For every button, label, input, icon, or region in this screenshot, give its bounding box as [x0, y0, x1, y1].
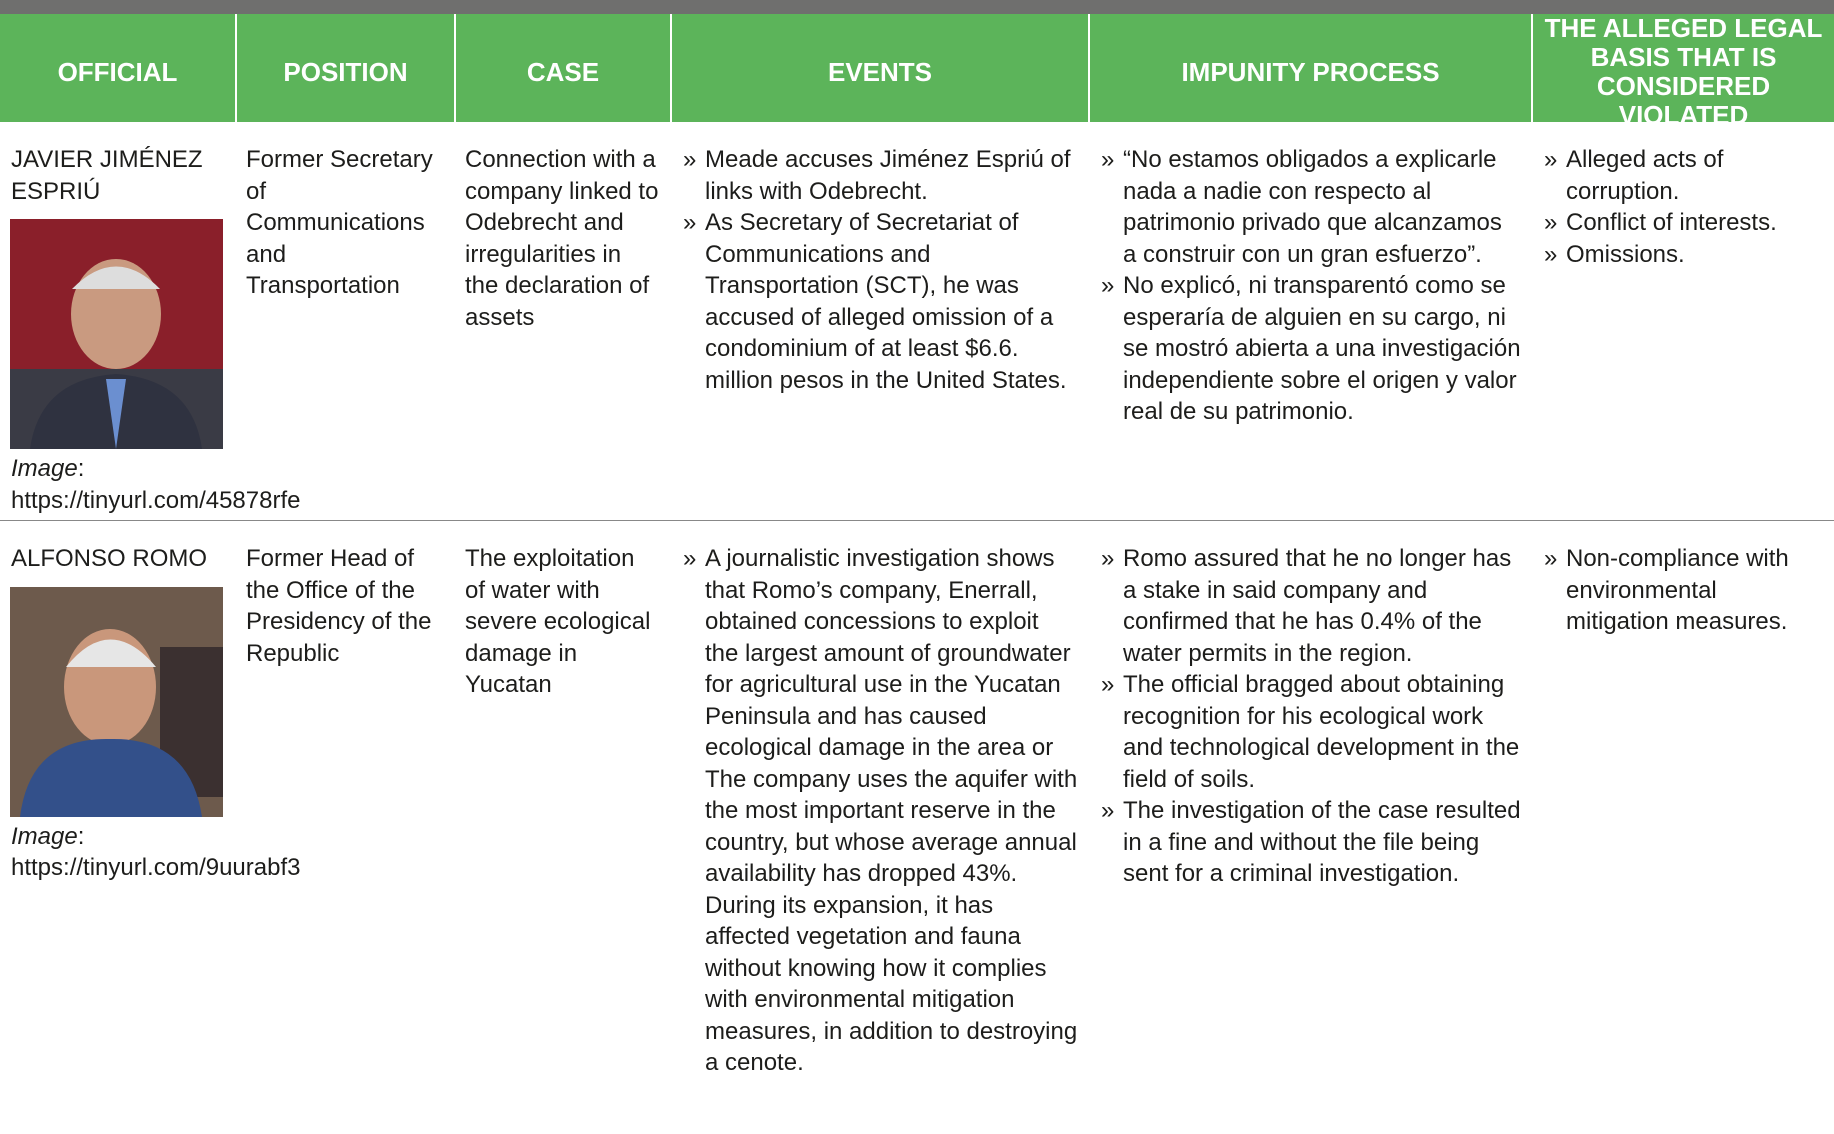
legal-item: Omissions.	[1542, 239, 1824, 271]
col-header: CASE	[454, 14, 670, 130]
events-list: A journalistic investigation shows that …	[681, 543, 1078, 1079]
table-row: ALFONSO ROMO Image: https://tinyurl.com/9…	[0, 521, 1834, 1111]
legal-list: Alleged acts of corruption.Conflict of i…	[1542, 144, 1824, 270]
col-header: EVENTS	[670, 14, 1088, 130]
events-item: As Secretary of Secretariat of Communica…	[681, 207, 1078, 396]
image-caption: Image: https://tinyurl.com/9uurabf3	[11, 821, 300, 884]
events-list: Meade accuses Jiménez Espriú of links wi…	[681, 144, 1078, 396]
col-header: OFFICIAL	[57, 56, 178, 87]
caption-label: Image	[11, 455, 78, 482]
top-bar	[0, 0, 1834, 14]
impunity-item: The investigation of the case resulted i…	[1099, 795, 1521, 890]
official-name: JAVIER JIMÉNEZ ESPRIÚ	[11, 146, 203, 205]
cell-legal: Alleged acts of corruption.Conflict of i…	[1531, 122, 1834, 522]
cell-official: JAVIER JIMÉNEZ ESPRIÚ Image: https://tiny…	[0, 122, 300, 522]
cell-official: ALFONSO ROMO Image: https://tinyurl.com/9…	[0, 521, 300, 1111]
cell-legal: Non-compliance with environmental mitiga…	[1531, 521, 1834, 1111]
caption-source: : https://tinyurl.com/45878rfe	[11, 455, 301, 514]
image-caption: Image: https://tinyurl.com/45878rfe	[11, 453, 300, 516]
cell-impunity: “No estamos obligados a explicarle nada …	[1088, 122, 1531, 522]
cell-position: Former Head of the Office of the Preside…	[246, 545, 432, 667]
cell-events: Meade accuses Jiménez Espriú of links wi…	[670, 122, 1088, 522]
col-header: IMPUNITY PROCESS	[1088, 14, 1531, 130]
cell-case: Connection with a company linked to Odeb…	[465, 146, 659, 331]
cell-events: A journalistic investigation shows that …	[670, 521, 1088, 1111]
table-body: JAVIER JIMÉNEZ ESPRIÚ Image: https://tiny…	[0, 122, 1834, 1111]
col-header: POSITION	[235, 14, 454, 130]
cell-case: The exploitation of water with severe ec…	[465, 545, 651, 698]
events-item: Meade accuses Jiménez Espriú of links wi…	[681, 144, 1078, 207]
official-photo	[10, 219, 223, 449]
events-item: A journalistic investigation shows that …	[681, 543, 1078, 1079]
impunity-item: “No estamos obligados a explicarle nada …	[1099, 144, 1521, 270]
impunity-item: Romo assured that he no longer has a sta…	[1099, 543, 1521, 669]
impunity-list: “No estamos obligados a explicarle nada …	[1099, 144, 1521, 428]
official-name: ALFONSO ROMO	[11, 545, 208, 572]
legal-item: Non-compliance with environmental mitiga…	[1542, 543, 1824, 638]
cell-position: Former Secretary of Communications and T…	[246, 146, 433, 299]
caption-label: Image	[11, 822, 78, 850]
legal-item: Alleged acts of corruption.	[1542, 144, 1824, 207]
official-photo	[10, 586, 223, 817]
impunity-item: No explicó, ni transparentó como se espe…	[1099, 270, 1521, 428]
caption-source: : https://tinyurl.com/9uurabf3	[11, 822, 301, 882]
cell-impunity: Romo assured that he no longer has a sta…	[1088, 521, 1531, 1111]
col-header: THE ALLEGED LEGAL BASIS THAT IS CONSIDER…	[1531, 14, 1834, 130]
legal-item: Conflict of interests.	[1542, 207, 1824, 239]
legal-list: Non-compliance with environmental mitiga…	[1542, 543, 1824, 638]
table-row: JAVIER JIMÉNEZ ESPRIÚ Image: https://tiny…	[0, 122, 1834, 521]
table-header: OFFICIAL POSITION CASE EVENTS IMPUNITY P…	[0, 14, 1834, 130]
impunity-item: The official bragged about obtaining rec…	[1099, 669, 1521, 795]
impunity-list: Romo assured that he no longer has a sta…	[1099, 543, 1521, 890]
